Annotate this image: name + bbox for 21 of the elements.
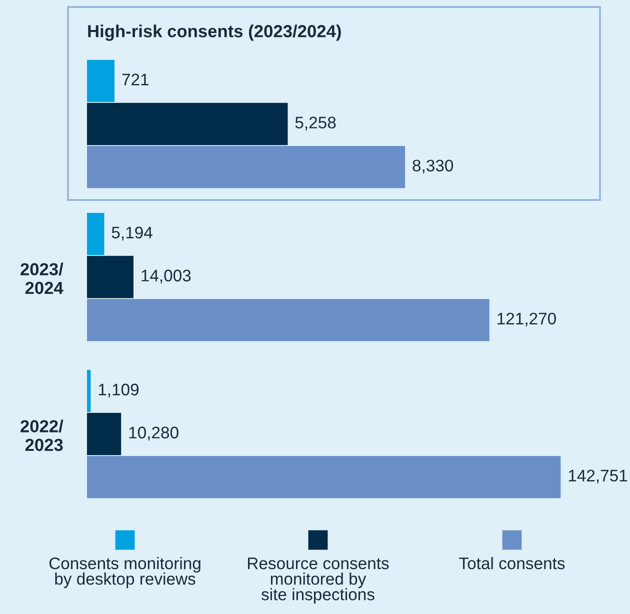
data-label: 5,194 [112,226,152,240]
legend-label: Resource consents monitored by site inspections [248,558,389,604]
legend-label: Consents monitoring by desktop reviews [49,557,200,588]
data-label: 121,270 [498,312,556,326]
data-label: 721 [122,74,148,86]
legend-label: Total consents [459,557,565,570]
data-label: 5,258 [295,116,336,130]
data-label: 142,751 [568,470,628,484]
y-tick-label: 2022/ 2023 [20,420,64,452]
bar [87,412,122,456]
bar [87,212,104,256]
data-label: 8,330 [412,160,454,174]
y-tick-label: 2023/ 2024 [20,262,64,294]
bar [87,298,490,342]
data-label: 1,109 [98,384,139,398]
data-label: 10,280 [129,426,178,440]
data-label: 14,003 [142,270,191,284]
bar [87,370,91,412]
chart-title: High-risk consents (2023/2024) [88,24,341,41]
bar [87,256,134,298]
bar [87,456,561,498]
